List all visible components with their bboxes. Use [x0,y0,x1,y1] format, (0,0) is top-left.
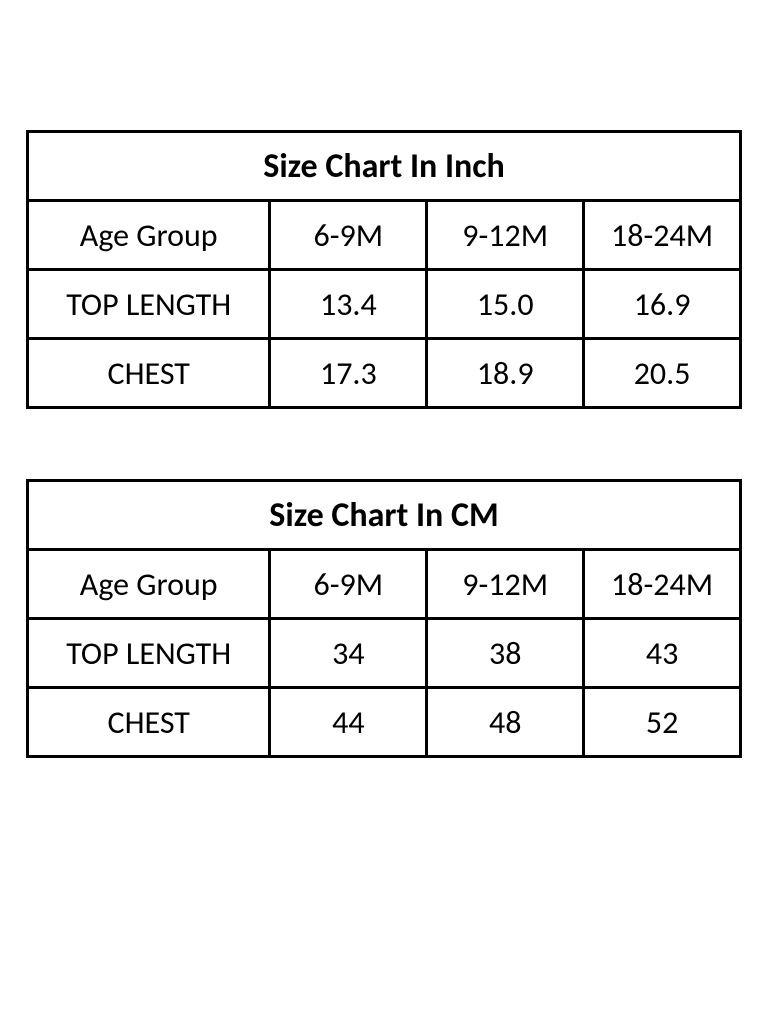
col-header-age-group: Age Group [28,201,270,270]
col-header-18-24m: 18-24M [584,201,741,270]
size-chart-inch: Size Chart In Inch Age Group 6-9M 9-12M … [26,130,742,409]
size-chart-cm: Size Chart In CM Age Group 6-9M 9-12M 18… [26,479,742,758]
col-header-9-12m: 9-12M [427,201,584,270]
table-title: Size Chart In Inch [28,132,741,201]
cell-value: 13.4 [270,270,427,339]
row-label-chest: CHEST [28,688,270,757]
table-row: TOP LENGTH 34 38 43 [28,619,741,688]
table-row: TOP LENGTH 13.4 15.0 16.9 [28,270,741,339]
col-header-age-group: Age Group [28,550,270,619]
col-header-6-9m: 6-9M [270,550,427,619]
cell-value: 16.9 [584,270,741,339]
cell-value: 52 [584,688,741,757]
cell-value: 48 [427,688,584,757]
table-header-row: Age Group 6-9M 9-12M 18-24M [28,550,741,619]
row-label-top-length: TOP LENGTH [28,619,270,688]
table-title: Size Chart In CM [28,481,741,550]
cell-value: 34 [270,619,427,688]
col-header-9-12m: 9-12M [427,550,584,619]
row-label-chest: CHEST [28,339,270,408]
cell-value: 18.9 [427,339,584,408]
col-header-6-9m: 6-9M [270,201,427,270]
col-header-18-24m: 18-24M [584,550,741,619]
page: Size Chart In Inch Age Group 6-9M 9-12M … [0,0,768,1024]
cell-value: 15.0 [427,270,584,339]
cell-value: 38 [427,619,584,688]
row-label-top-length: TOP LENGTH [28,270,270,339]
table-row: CHEST 17.3 18.9 20.5 [28,339,741,408]
cell-value: 43 [584,619,741,688]
cell-value: 20.5 [584,339,741,408]
table-row: CHEST 44 48 52 [28,688,741,757]
cell-value: 44 [270,688,427,757]
cell-value: 17.3 [270,339,427,408]
table-header-row: Age Group 6-9M 9-12M 18-24M [28,201,741,270]
